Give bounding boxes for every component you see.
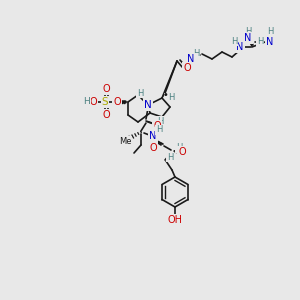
Text: N: N — [187, 54, 195, 64]
Text: O: O — [89, 97, 97, 107]
Text: O: O — [183, 63, 191, 73]
Text: H: H — [167, 152, 173, 161]
Text: N: N — [149, 131, 157, 141]
Text: OH: OH — [167, 215, 182, 225]
Text: ●: ● — [164, 93, 168, 97]
Text: H: H — [84, 98, 90, 106]
Text: H: H — [137, 88, 143, 98]
Text: N: N — [244, 33, 252, 43]
Text: H: H — [156, 125, 162, 134]
Text: O: O — [149, 143, 157, 153]
Text: N: N — [266, 37, 274, 47]
Text: H: H — [267, 28, 273, 37]
Text: H: H — [257, 38, 263, 46]
Text: H: H — [168, 92, 174, 101]
Text: O: O — [178, 147, 186, 157]
Text: H: H — [176, 143, 182, 152]
Text: H: H — [231, 37, 237, 46]
Text: O: O — [113, 97, 121, 107]
Text: O: O — [102, 110, 110, 120]
Text: N: N — [144, 100, 152, 110]
Text: H: H — [245, 28, 251, 37]
Text: H: H — [157, 116, 163, 125]
Text: Me: Me — [119, 136, 131, 146]
Text: S: S — [102, 97, 108, 107]
Text: O: O — [153, 121, 161, 131]
Text: O: O — [102, 84, 110, 94]
Text: N: N — [236, 42, 244, 52]
Text: H: H — [193, 50, 199, 58]
